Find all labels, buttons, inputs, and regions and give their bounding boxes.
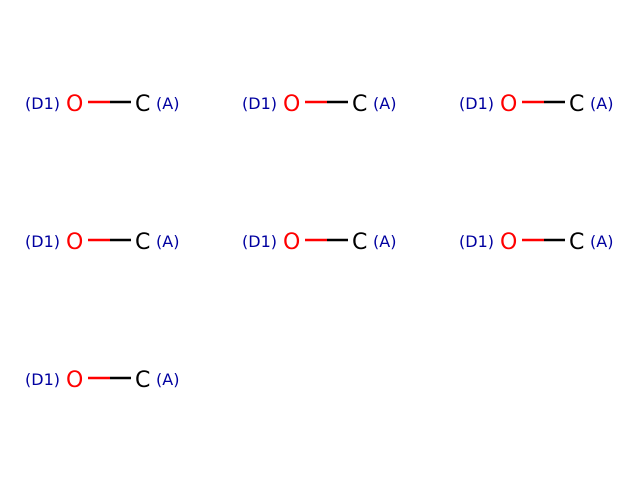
atom-annotation-right: (A) bbox=[156, 94, 179, 113]
oxygen-atom: O bbox=[283, 92, 300, 117]
molecule-structure: (D1) O C (A) bbox=[25, 368, 179, 393]
atom-annotation-right: (A) bbox=[373, 94, 396, 113]
molecule-structure: (D1) O C (A) bbox=[242, 230, 396, 255]
atom-annotation-left: (D1) bbox=[25, 370, 60, 389]
atom-annotation-right: (A) bbox=[590, 94, 613, 113]
carbon-atom: C bbox=[569, 92, 584, 117]
atom-annotation-left: (D1) bbox=[242, 232, 277, 251]
molecule-structure: (D1) O C (A) bbox=[459, 230, 613, 255]
atom-annotation-left: (D1) bbox=[25, 94, 60, 113]
atom-annotation-left: (D1) bbox=[25, 232, 60, 251]
carbon-atom: C bbox=[569, 230, 584, 255]
oxygen-atom: O bbox=[283, 230, 300, 255]
molecule-structure: (D1) O C (A) bbox=[25, 230, 179, 255]
oxygen-atom: O bbox=[66, 92, 83, 117]
molecule-cell: (D1) O C (A) bbox=[0, 309, 217, 447]
atom-annotation-left: (D1) bbox=[459, 232, 494, 251]
oxygen-atom: O bbox=[66, 368, 83, 393]
molecule-cell: (D1) O C (A) bbox=[0, 33, 217, 171]
molecule-structure: (D1) O C (A) bbox=[459, 92, 613, 117]
molecule-cell: (D1) O C (A) bbox=[217, 33, 434, 171]
oxygen-atom: O bbox=[500, 230, 517, 255]
carbon-atom: C bbox=[352, 92, 367, 117]
atom-annotation-right: (A) bbox=[156, 370, 179, 389]
molecule-cell: (D1) O C (A) bbox=[434, 171, 640, 309]
atom-annotation-right: (A) bbox=[373, 232, 396, 251]
oxygen-atom: O bbox=[500, 92, 517, 117]
atom-annotation-right: (A) bbox=[590, 232, 613, 251]
atom-annotation-left: (D1) bbox=[459, 94, 494, 113]
oxygen-atom: O bbox=[66, 230, 83, 255]
carbon-atom: C bbox=[135, 368, 150, 393]
molecule-structure: (D1) O C (A) bbox=[242, 92, 396, 117]
atom-annotation-right: (A) bbox=[156, 232, 179, 251]
carbon-atom: C bbox=[352, 230, 367, 255]
atom-annotation-left: (D1) bbox=[242, 94, 277, 113]
molecule-structure: (D1) O C (A) bbox=[25, 92, 179, 117]
carbon-atom: C bbox=[135, 230, 150, 255]
carbon-atom: C bbox=[135, 92, 150, 117]
molecule-cell: (D1) O C (A) bbox=[217, 171, 434, 309]
molecule-cell: (D1) O C (A) bbox=[434, 33, 640, 171]
molecule-cell: (D1) O C (A) bbox=[0, 171, 217, 309]
